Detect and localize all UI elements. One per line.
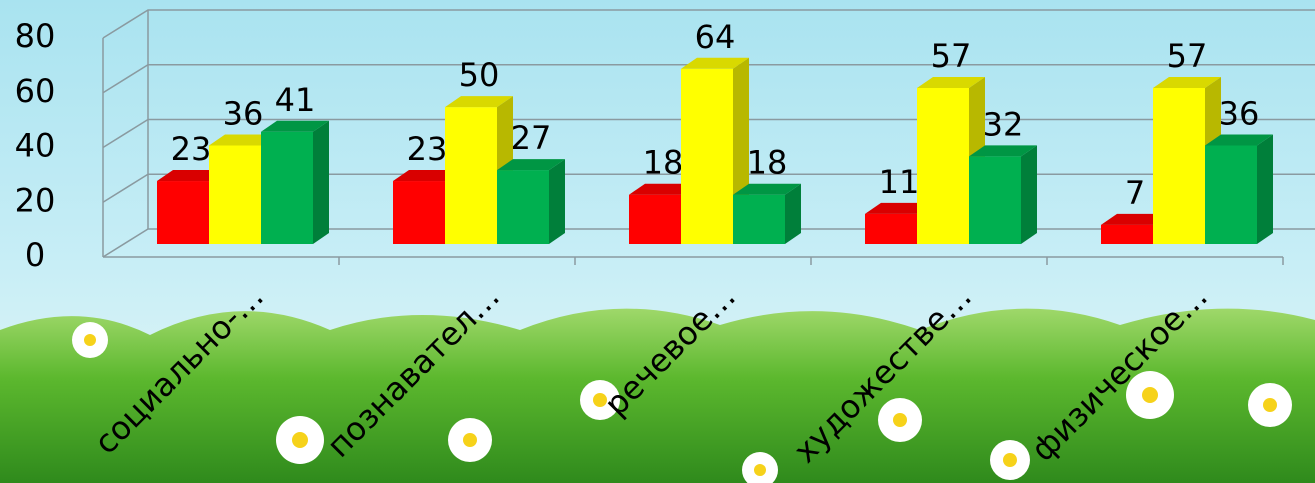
bar [261, 132, 313, 244]
y-tick-label: 60 [15, 72, 56, 110]
bar [917, 88, 969, 244]
bar [157, 181, 209, 244]
value-label: 7 [1125, 174, 1145, 212]
value-label: 11 [879, 163, 920, 201]
y-tick-label: 0 [25, 236, 45, 274]
bar [393, 181, 445, 244]
value-label: 23 [407, 130, 448, 168]
y-tick-label: 20 [15, 181, 56, 219]
value-label: 23 [171, 130, 212, 168]
bar [1153, 88, 1205, 244]
chart: 020406080233641социально-…235027познават… [0, 0, 1315, 483]
bar [629, 195, 681, 244]
value-label: 18 [643, 144, 684, 182]
bar [445, 107, 497, 244]
bar [733, 195, 785, 244]
value-label: 41 [275, 81, 316, 119]
value-label: 36 [223, 94, 264, 132]
bar [969, 156, 1021, 244]
bar-side [313, 121, 329, 244]
bar [1101, 225, 1153, 244]
bar [1205, 145, 1257, 244]
bar-side [1021, 145, 1037, 244]
value-label: 36 [1219, 94, 1260, 132]
bar-side [1257, 134, 1273, 244]
bar [497, 170, 549, 244]
value-label: 32 [983, 105, 1024, 143]
y-tick-label: 80 [15, 17, 56, 55]
y-tick-label: 40 [15, 127, 56, 165]
value-label: 18 [747, 144, 788, 182]
value-label: 27 [511, 119, 552, 157]
value-label: 64 [695, 18, 736, 56]
value-label: 50 [459, 56, 500, 94]
value-label: 57 [931, 37, 972, 75]
bar [681, 69, 733, 244]
bar-side [549, 159, 565, 244]
value-label: 57 [1167, 37, 1208, 75]
bar [865, 214, 917, 244]
bar [209, 145, 261, 244]
